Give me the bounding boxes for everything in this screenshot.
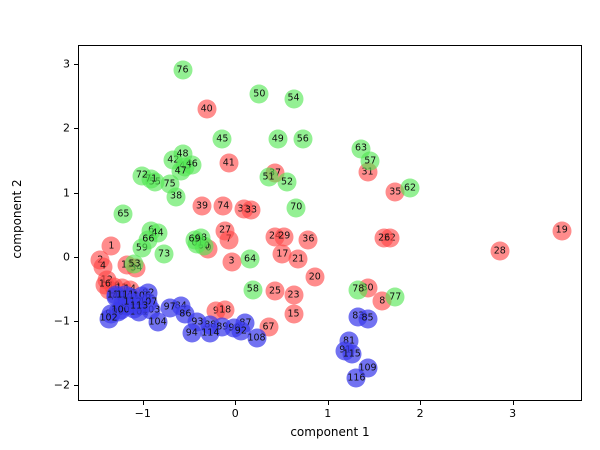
x-tick-label: 2 [416, 407, 424, 420]
data-point: 63 [351, 139, 371, 159]
data-point: 108 [247, 328, 267, 348]
x-tick-mark [327, 401, 329, 405]
data-point: 29 [274, 227, 294, 246]
y-tick-label: 3 [63, 57, 70, 71]
y-tick-mark [74, 128, 78, 130]
data-point: 28 [490, 241, 510, 261]
data-point: 70 [286, 198, 306, 218]
data-point: 66 [138, 230, 158, 250]
data-point: 97 [160, 298, 180, 318]
data-point: 65 [113, 204, 133, 224]
data-point: 72 [132, 166, 152, 186]
data-point: 50 [249, 84, 269, 104]
data-point: 114 [200, 323, 220, 343]
y-tick-label: 0 [63, 250, 70, 264]
data-point: 92 [231, 321, 251, 341]
data-point: 47 [171, 161, 191, 181]
data-point: 1 [101, 236, 121, 256]
data-point: 39 [192, 196, 212, 216]
data-point: 18 [215, 300, 235, 320]
data-point: 56 [293, 129, 313, 149]
x-axis-label: component 1 [290, 425, 370, 439]
data-point: 52 [277, 172, 297, 192]
data-point: 76 [173, 60, 193, 80]
data-point: 113 [129, 296, 149, 316]
x-tick-label: −1 [134, 407, 151, 420]
x-tick-label: 1 [324, 407, 332, 420]
y-tick-label: −2 [53, 378, 70, 392]
data-point: 73 [154, 244, 174, 264]
y-tick-mark [74, 64, 78, 66]
data-point: 74 [213, 196, 233, 216]
y-tick-mark [74, 256, 78, 258]
data-point: 23 [284, 285, 304, 305]
x-tick-label: 3 [509, 407, 517, 420]
data-point: 25 [265, 281, 285, 301]
data-point: 116 [346, 368, 366, 388]
y-tick-mark [74, 192, 78, 194]
data-point: 26 [374, 228, 394, 248]
data-point: 33 [241, 200, 261, 220]
data-point: 104 [148, 312, 168, 332]
data-point: 78 [348, 280, 368, 300]
y-tick-mark [74, 320, 78, 322]
data-point: 85 [358, 309, 378, 329]
data-point: 94 [182, 323, 202, 343]
data-point: 48 [173, 144, 193, 164]
x-tick-mark [142, 401, 144, 405]
data-point: 49 [268, 129, 288, 149]
data-point: 58 [243, 280, 263, 300]
y-tick-mark [74, 384, 78, 386]
y-axis-label: component 2 [10, 179, 24, 259]
x-tick-label: 0 [231, 407, 239, 420]
data-point: 69 [185, 230, 205, 250]
y-tick-label: 2 [63, 121, 70, 135]
data-point: 27 [215, 221, 235, 241]
data-point: 64 [240, 249, 260, 269]
data-point: 36 [298, 230, 318, 250]
data-point: 20 [305, 267, 325, 287]
data-point: 115 [342, 344, 362, 364]
data-point: 41 [219, 153, 239, 173]
data-point: 15 [284, 304, 304, 324]
data-point: 102 [99, 309, 119, 329]
data-point: 62 [400, 178, 420, 198]
data-point: 21 [288, 249, 308, 269]
data-point: 3 [222, 252, 242, 272]
data-point: 53 [124, 254, 144, 274]
plot-area: 0123456789101112131415161718192021222324… [78, 45, 582, 401]
x-tick-mark [235, 401, 237, 405]
data-point: 75 [160, 174, 180, 194]
data-point: 35 [385, 182, 405, 202]
data-point: 19 [552, 221, 572, 241]
data-point: 17 [272, 244, 292, 264]
data-point: 54 [284, 89, 304, 109]
data-point: 45 [212, 129, 232, 149]
data-point: 77 [385, 287, 405, 307]
x-tick-mark [512, 401, 514, 405]
data-point: 51 [259, 167, 279, 187]
y-tick-label: −1 [53, 314, 70, 328]
data-point: 40 [197, 99, 217, 119]
x-tick-mark [420, 401, 422, 405]
y-tick-label: 1 [63, 186, 70, 200]
